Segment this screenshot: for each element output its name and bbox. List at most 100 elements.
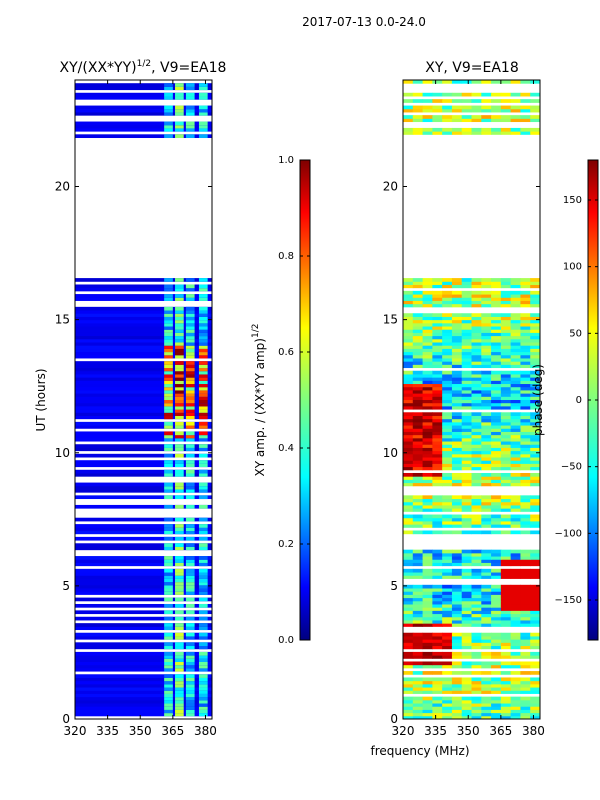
phase-row-cell — [422, 425, 433, 429]
amp-row-cell — [75, 431, 212, 436]
phase-row-cell — [403, 479, 414, 484]
amp-channel-cell — [185, 658, 195, 662]
amp-channel-cell — [164, 393, 173, 397]
phase-xlabel: frequency (MHz) — [370, 744, 469, 758]
phase-row-cell — [422, 127, 433, 132]
amp-channel-cell — [175, 572, 184, 576]
phase-row-cell — [442, 444, 453, 448]
phase-row-cell — [442, 329, 453, 333]
phase-row-cell — [422, 600, 433, 605]
phase-row-cell — [451, 364, 463, 369]
phase-row-cell — [442, 351, 453, 356]
phase-row-cell — [510, 450, 521, 455]
phase-row-cell — [500, 428, 512, 432]
amp-channel-cell — [198, 616, 208, 621]
phase-row-cell — [481, 118, 492, 123]
phase-row-cell — [451, 329, 463, 333]
phase-row-cell — [500, 619, 512, 624]
phase-row-cell — [461, 370, 472, 375]
phase-row-cell — [451, 466, 463, 471]
amp-channel-cell — [198, 693, 208, 698]
phase-row-cell — [491, 524, 502, 528]
phase-row-cell — [451, 341, 463, 346]
amp-channel-cell — [185, 690, 195, 694]
phase-row-cell — [530, 572, 541, 576]
phase-row-cell — [481, 341, 492, 346]
phase-row-cell — [461, 380, 472, 385]
phase-row-cell — [520, 460, 531, 464]
phase-row-cell — [500, 504, 512, 509]
phase-row-cell — [461, 651, 472, 656]
phase-row-cell — [432, 281, 443, 285]
amp-row-cell — [75, 322, 212, 327]
phase-row-cell — [530, 402, 541, 407]
amp-channel-cell — [175, 278, 184, 282]
phase-row-cell — [442, 524, 453, 528]
phase-row-cell — [451, 508, 463, 512]
phase-row-cell — [432, 377, 443, 381]
phase-row-cell — [530, 703, 541, 707]
amp-channel-cell — [198, 380, 208, 385]
phase-row-cell — [451, 354, 463, 359]
phase-row-cell — [451, 99, 463, 103]
phase-row-cell — [520, 517, 531, 522]
phase-row-cell — [481, 683, 492, 688]
phase-row-cell — [481, 613, 492, 618]
phase-row-cell — [442, 99, 453, 103]
phase-row-cell — [422, 594, 433, 599]
phase-row-cell — [432, 517, 443, 522]
phase-row-cell — [520, 357, 531, 362]
phase-row-cell — [491, 655, 502, 659]
phase-row-cell — [510, 619, 521, 624]
amp-row-cell — [75, 412, 212, 416]
phase-row-cell — [530, 425, 541, 429]
amp-channel-cell — [198, 453, 208, 458]
phase-row-cell — [510, 399, 521, 404]
amp-channel-cell — [198, 460, 208, 464]
phase-row-cell — [471, 437, 482, 442]
phase-row-cell — [432, 514, 443, 519]
amp-channel-cell — [198, 572, 208, 576]
phase-row-cell — [510, 453, 521, 458]
phase-row-cell — [530, 600, 541, 605]
phase-row-cell — [500, 418, 512, 423]
amp-row-cell — [75, 572, 212, 576]
phase-row-cell — [491, 588, 502, 592]
phase-row-cell — [432, 370, 443, 375]
phase-row-cell — [412, 495, 424, 500]
phase-row-cell — [451, 453, 463, 458]
phase-row-cell — [451, 281, 463, 285]
phase-row-cell — [510, 412, 521, 416]
amp-channel-cell — [175, 421, 184, 426]
phase-row-cell — [500, 303, 512, 308]
phase-row-cell — [510, 712, 521, 717]
phase-row-cell — [422, 457, 433, 461]
phase-row-cell — [481, 431, 492, 436]
phase-row-cell — [530, 706, 541, 710]
phase-row-cell — [500, 364, 512, 369]
phase-row-cell — [422, 530, 433, 535]
amp-channel-cell — [185, 562, 195, 567]
phase-row-cell — [442, 284, 453, 289]
phase-row-cell — [491, 281, 502, 285]
phase-row-cell — [422, 463, 433, 468]
phase-row-cell — [403, 562, 414, 567]
phase-row-cell — [422, 326, 433, 330]
amp-channel-cell — [185, 294, 195, 298]
amp-channel-cell — [164, 354, 173, 359]
phase-row-cell — [422, 338, 433, 343]
phase-row-cell — [442, 623, 453, 627]
phase-row-cell — [481, 588, 492, 592]
amp-channel-cell — [185, 124, 195, 129]
amp-channel-cell — [164, 316, 173, 321]
phase-row-cell — [520, 412, 531, 416]
phase-row-cell — [432, 498, 443, 503]
phase-row-cell — [432, 99, 443, 103]
phase-row-cell — [510, 297, 521, 301]
amp-channel-cell — [198, 297, 208, 301]
phase-row-cell — [432, 559, 443, 563]
phase-row-cell — [471, 690, 482, 694]
phase-row-cell — [412, 383, 424, 388]
phase-row-cell — [422, 396, 433, 400]
phase-row-cell — [442, 600, 453, 605]
